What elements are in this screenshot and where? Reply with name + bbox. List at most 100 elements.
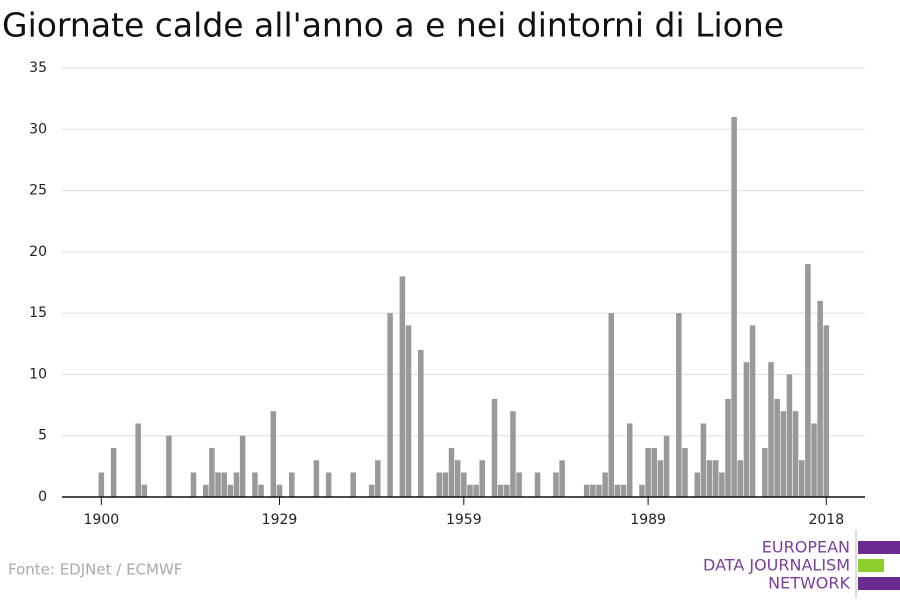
bar (479, 460, 486, 497)
x-tick-label: 1959 (446, 512, 482, 528)
bar (467, 484, 473, 497)
bar (682, 447, 688, 497)
bar (700, 423, 707, 497)
source: Fonte: EDJNet / ECMWF (8, 561, 182, 579)
y-tick-label: 20 (29, 244, 47, 260)
y-tick-label: 10 (29, 366, 47, 382)
bar (762, 447, 768, 497)
bar (823, 325, 830, 497)
bar (768, 362, 774, 497)
bar (289, 472, 295, 497)
bar (676, 313, 682, 497)
bar (405, 325, 412, 497)
bar (798, 460, 805, 497)
bar (270, 411, 277, 497)
bar (620, 484, 627, 497)
y-tick-label: 25 (29, 183, 47, 199)
x-tick-label: 1900 (84, 512, 120, 528)
bar (817, 300, 823, 497)
bar (368, 484, 375, 497)
bar (190, 472, 197, 497)
bar (227, 484, 234, 497)
bar (590, 484, 596, 497)
bar (313, 460, 320, 497)
bar (553, 472, 559, 497)
bar (516, 472, 522, 497)
bar (325, 472, 332, 497)
bar (491, 398, 498, 497)
bar (252, 472, 258, 497)
bar (239, 435, 246, 497)
bar (436, 472, 442, 497)
bar (780, 411, 787, 497)
x-tick-label: 1989 (630, 512, 666, 528)
bar (534, 472, 541, 497)
bar (418, 349, 424, 497)
bar (639, 484, 645, 497)
y-tick-label: 35 (29, 60, 47, 76)
y-tick-label: 0 (38, 489, 47, 505)
bar (350, 472, 356, 497)
bar (651, 447, 658, 497)
bar (614, 484, 621, 497)
bar (461, 472, 467, 497)
y-tick-label: 15 (29, 305, 47, 321)
bar (203, 484, 209, 497)
bar (712, 460, 719, 497)
bar (387, 313, 393, 497)
bar (276, 484, 283, 497)
bar (375, 460, 381, 497)
logo-text: DATA JOURNALISM (703, 556, 850, 575)
bar (737, 460, 744, 497)
bar (141, 484, 148, 497)
bar (135, 423, 141, 497)
bar (166, 435, 172, 497)
bar (706, 460, 713, 497)
bar (442, 472, 449, 497)
bar (559, 460, 565, 497)
bar (786, 374, 793, 497)
bar (811, 423, 817, 497)
logo-bar (858, 577, 900, 590)
bar (510, 411, 516, 497)
x-tick-label: 1929 (262, 512, 298, 528)
bar (454, 460, 461, 497)
bar (774, 398, 780, 497)
logo-bar (858, 541, 900, 554)
logo-text: EUROPEAN (762, 538, 850, 557)
bar (583, 484, 590, 497)
x-tick-label: 2018 (808, 512, 844, 528)
bar (792, 411, 799, 497)
bar (221, 472, 227, 497)
bar (645, 447, 651, 497)
bar (215, 472, 221, 497)
bar (743, 362, 750, 497)
bar (448, 447, 455, 497)
bar (258, 484, 264, 497)
bar (110, 447, 117, 497)
bar (657, 460, 664, 497)
bar (596, 484, 602, 497)
bar (504, 484, 510, 497)
bar (749, 325, 756, 497)
logo-bar (858, 559, 884, 572)
bar (731, 117, 737, 498)
bar (98, 472, 105, 497)
bar (725, 398, 731, 497)
bar (209, 447, 215, 497)
logo-text: NETWORK (768, 574, 850, 593)
bar (626, 423, 633, 497)
y-tick-label: 5 (38, 428, 47, 444)
bar (602, 472, 608, 497)
bar (719, 472, 725, 497)
bar (663, 435, 670, 497)
chart-title: Giornate calde all'anno a e nei dintorni… (2, 6, 784, 45)
bar (497, 484, 504, 497)
y-tick-label: 30 (29, 121, 47, 137)
bar (694, 472, 701, 497)
bar (233, 472, 240, 497)
bar (473, 484, 479, 497)
bar (608, 313, 615, 497)
bar (399, 276, 406, 497)
